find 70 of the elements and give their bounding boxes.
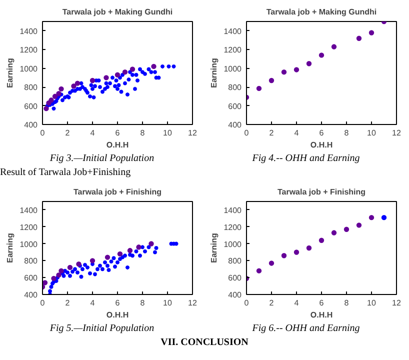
caption: Fig 3.—Initial Population	[50, 152, 154, 166]
x-tick-label: 2	[269, 298, 274, 308]
y-tick-label: 600	[24, 102, 38, 111]
y-axis-title: Earning	[6, 232, 15, 263]
y-tick-label: 1400	[20, 26, 38, 36]
y-tick-label: 800	[24, 83, 38, 92]
x-tick-label: 12	[188, 128, 198, 138]
x-tick-label: 8	[344, 298, 350, 308]
chart-title: Tarwala job + Making Gundhi	[62, 8, 173, 16]
y-tick-label: 800	[228, 256, 242, 266]
y-tick-label: 1200	[224, 46, 242, 55]
x-tick-label: 0	[244, 128, 250, 138]
x-tick-label: 8	[344, 128, 350, 138]
x-tick-label: 10	[163, 298, 172, 308]
x-tick-label: 0	[244, 298, 250, 308]
x-tick-label: 8	[140, 128, 146, 138]
x-tick-label: 8	[140, 298, 146, 308]
y-tick-label: 600	[228, 274, 242, 283]
y-tick-label: 1400	[224, 26, 242, 36]
chart-title: Tarwala job + Finishing	[73, 188, 162, 196]
x-tick-label: 12	[392, 128, 402, 138]
x-axis-title: O.H.H	[106, 140, 129, 150]
y-tick-label: 800	[228, 83, 242, 92]
x-tick-label: 12	[392, 298, 402, 308]
x-tick-label: 0	[40, 128, 46, 138]
y-tick-label: 1000	[20, 64, 38, 74]
chart-title: Tarwala job + Making Gundhi	[266, 8, 377, 16]
y-tick-label: 1400	[20, 206, 38, 215]
x-tick-label: 6	[115, 128, 120, 138]
x-tick-label: 6	[319, 128, 324, 138]
y-axis-title: Earning	[210, 232, 219, 263]
y-tick-label: 1000	[224, 64, 242, 74]
y-tick-label: 1200	[20, 46, 38, 55]
y-tick-label: 400	[24, 290, 38, 300]
x-tick-label: 10	[367, 298, 376, 308]
x-tick-label: 4	[90, 128, 96, 138]
y-tick-label: 400	[24, 120, 38, 130]
caption: Fig 6.-- OHH and Earning	[252, 322, 360, 336]
y-tick-label: 1200	[20, 222, 38, 232]
x-tick-label: 4	[90, 298, 96, 308]
y-tick-label: 1200	[224, 222, 242, 232]
y-tick-label: 1000	[224, 240, 242, 249]
caption: Fig 5.—Initial Population	[50, 322, 154, 336]
y-tick-label: 600	[228, 102, 242, 111]
y-tick-label: 400	[228, 120, 242, 130]
x-tick-label: 4	[294, 298, 300, 308]
x-tick-label: 10	[367, 128, 376, 138]
y-tick-label: 1400	[224, 206, 242, 215]
y-tick-label: 800	[24, 256, 38, 266]
x-tick-label: 6	[319, 298, 324, 308]
caption: Fig 4.-- OHH and Earning	[252, 152, 360, 166]
x-axis-title: O.H.H	[106, 310, 129, 320]
chart-title: Tarwala job + Finishing	[277, 188, 366, 196]
x-tick-label: 0	[40, 298, 46, 308]
y-axis-title: Earning	[6, 58, 15, 88]
x-tick-label: 12	[188, 298, 198, 308]
y-axis-title: Earning	[210, 58, 219, 88]
text: Result of Tarwala Job+Finishing	[0, 166, 131, 180]
x-tick-label: 2	[269, 128, 274, 138]
y-tick-label: 1000	[20, 240, 38, 249]
y-tick-label: 400	[228, 290, 242, 300]
text: VII. CONCLUSION	[160, 336, 248, 350]
x-tick-label: 4	[294, 128, 300, 138]
y-tick-label: 600	[24, 274, 38, 283]
x-tick-label: 2	[65, 128, 70, 138]
x-tick-label: 10	[163, 128, 172, 138]
x-tick-label: 6	[115, 298, 120, 308]
x-axis-title: O.H.H	[310, 140, 333, 150]
x-axis-title: O.H.H	[310, 310, 333, 320]
x-tick-label: 2	[65, 298, 70, 308]
